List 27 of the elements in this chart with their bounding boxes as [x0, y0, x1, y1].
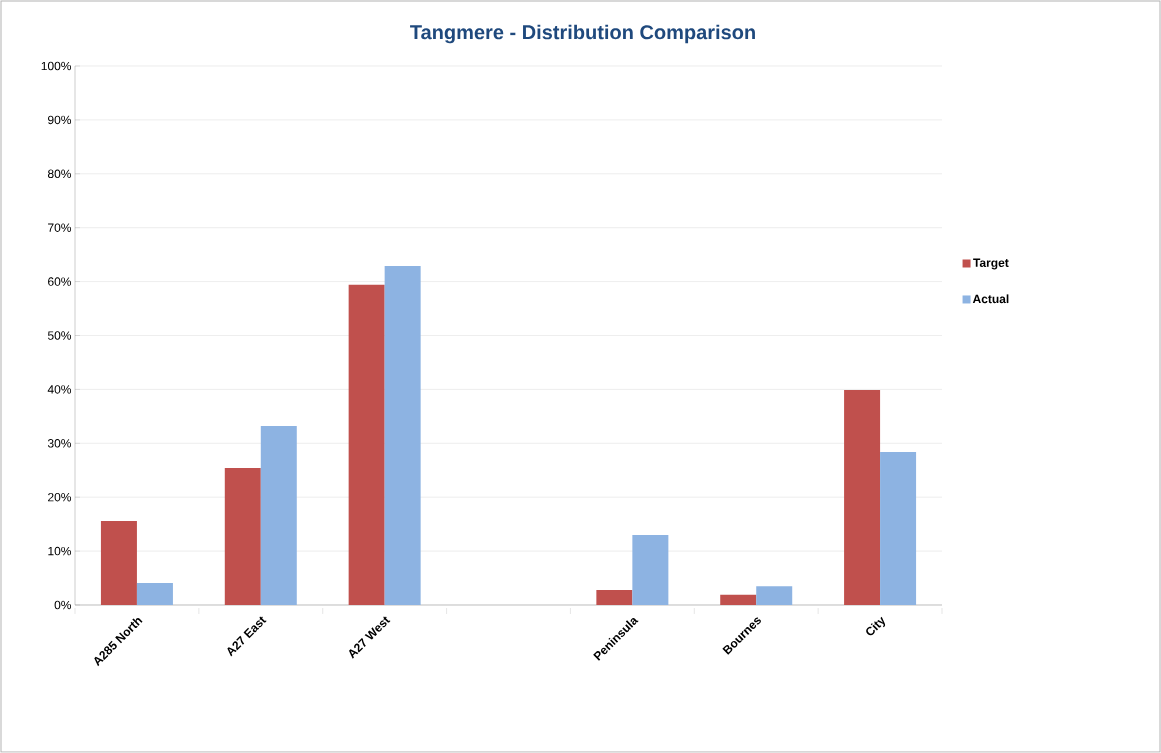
y-tick-label: 80%: [47, 169, 72, 179]
bar: [136, 582, 173, 605]
bar: [596, 589, 633, 605]
y-tick-label: 100%: [41, 61, 72, 71]
legend-label: Actual: [972, 294, 1009, 304]
bar: [384, 265, 421, 605]
bar: [720, 594, 757, 605]
bar: [880, 451, 917, 605]
y-tick-label: 50%: [47, 331, 72, 340]
y-tick-label: 70%: [48, 223, 72, 232]
bar: [100, 520, 137, 605]
y-tick-label: 20%: [48, 492, 72, 502]
bar: [844, 389, 881, 605]
y-tick-label: 10%: [48, 546, 72, 556]
legend-label: Target: [973, 258, 1009, 270]
bar: [348, 284, 385, 605]
y-tick-label: 0%: [54, 600, 72, 610]
y-tick-label: 90%: [48, 115, 72, 125]
bar: [224, 468, 261, 605]
x-tick-label: City: [866, 616, 886, 636]
bar: [260, 426, 297, 605]
y-tick-label: 30%: [47, 439, 72, 448]
y-tick-label: 40%: [47, 385, 72, 394]
chart-title: Tangmere - Distribution Comparison: [410, 24, 755, 44]
bar: [632, 534, 669, 605]
bar: [756, 586, 793, 605]
y-tick-label: 60%: [48, 277, 72, 286]
